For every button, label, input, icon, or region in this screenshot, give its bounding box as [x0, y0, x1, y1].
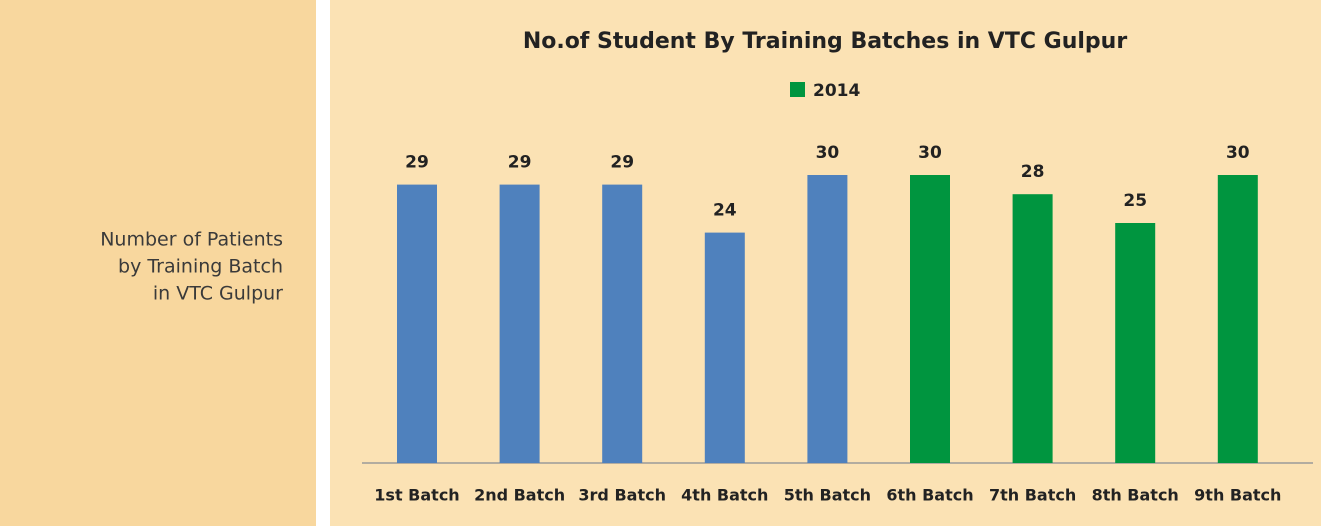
x-tick-label: 6th Batch	[886, 486, 973, 505]
value-label: 29	[405, 153, 429, 173]
x-tick-label: 4th Batch	[681, 486, 768, 505]
x-tick-label: 2nd Batch	[474, 486, 565, 505]
bar	[1115, 223, 1156, 463]
chart-title: No.of Student By Training Batches in VTC…	[523, 29, 1128, 54]
value-label: 30	[816, 143, 840, 163]
bar	[807, 175, 848, 463]
value-label: 28	[1021, 162, 1045, 182]
bar	[1012, 194, 1053, 463]
side-label: Number of Patients	[100, 229, 283, 251]
value-label: 24	[713, 201, 737, 221]
side-label: in VTC Gulpur	[153, 283, 283, 305]
bar	[704, 232, 745, 463]
value-label: 29	[508, 153, 532, 173]
side-label: by Training Batch	[118, 256, 283, 278]
value-label: 29	[610, 153, 634, 173]
x-tick-label: 1st Batch	[374, 486, 459, 505]
value-label: 30	[1226, 143, 1250, 163]
x-tick-label: 5th Batch	[784, 486, 871, 505]
value-label: 30	[918, 143, 942, 163]
bar	[1217, 175, 1258, 463]
x-tick-label: 9th Batch	[1194, 486, 1281, 505]
legend-swatch	[790, 82, 805, 97]
bar	[910, 175, 950, 463]
x-tick-label: 7th Batch	[989, 486, 1076, 505]
value-label: 25	[1123, 191, 1147, 211]
bar	[397, 184, 437, 463]
legend-label: 2014	[813, 81, 860, 101]
bar	[499, 184, 540, 463]
bar	[602, 184, 643, 463]
x-tick-label: 8th Batch	[1092, 486, 1179, 505]
side-panel	[0, 0, 316, 526]
x-tick-label: 3rd Batch	[578, 486, 666, 505]
